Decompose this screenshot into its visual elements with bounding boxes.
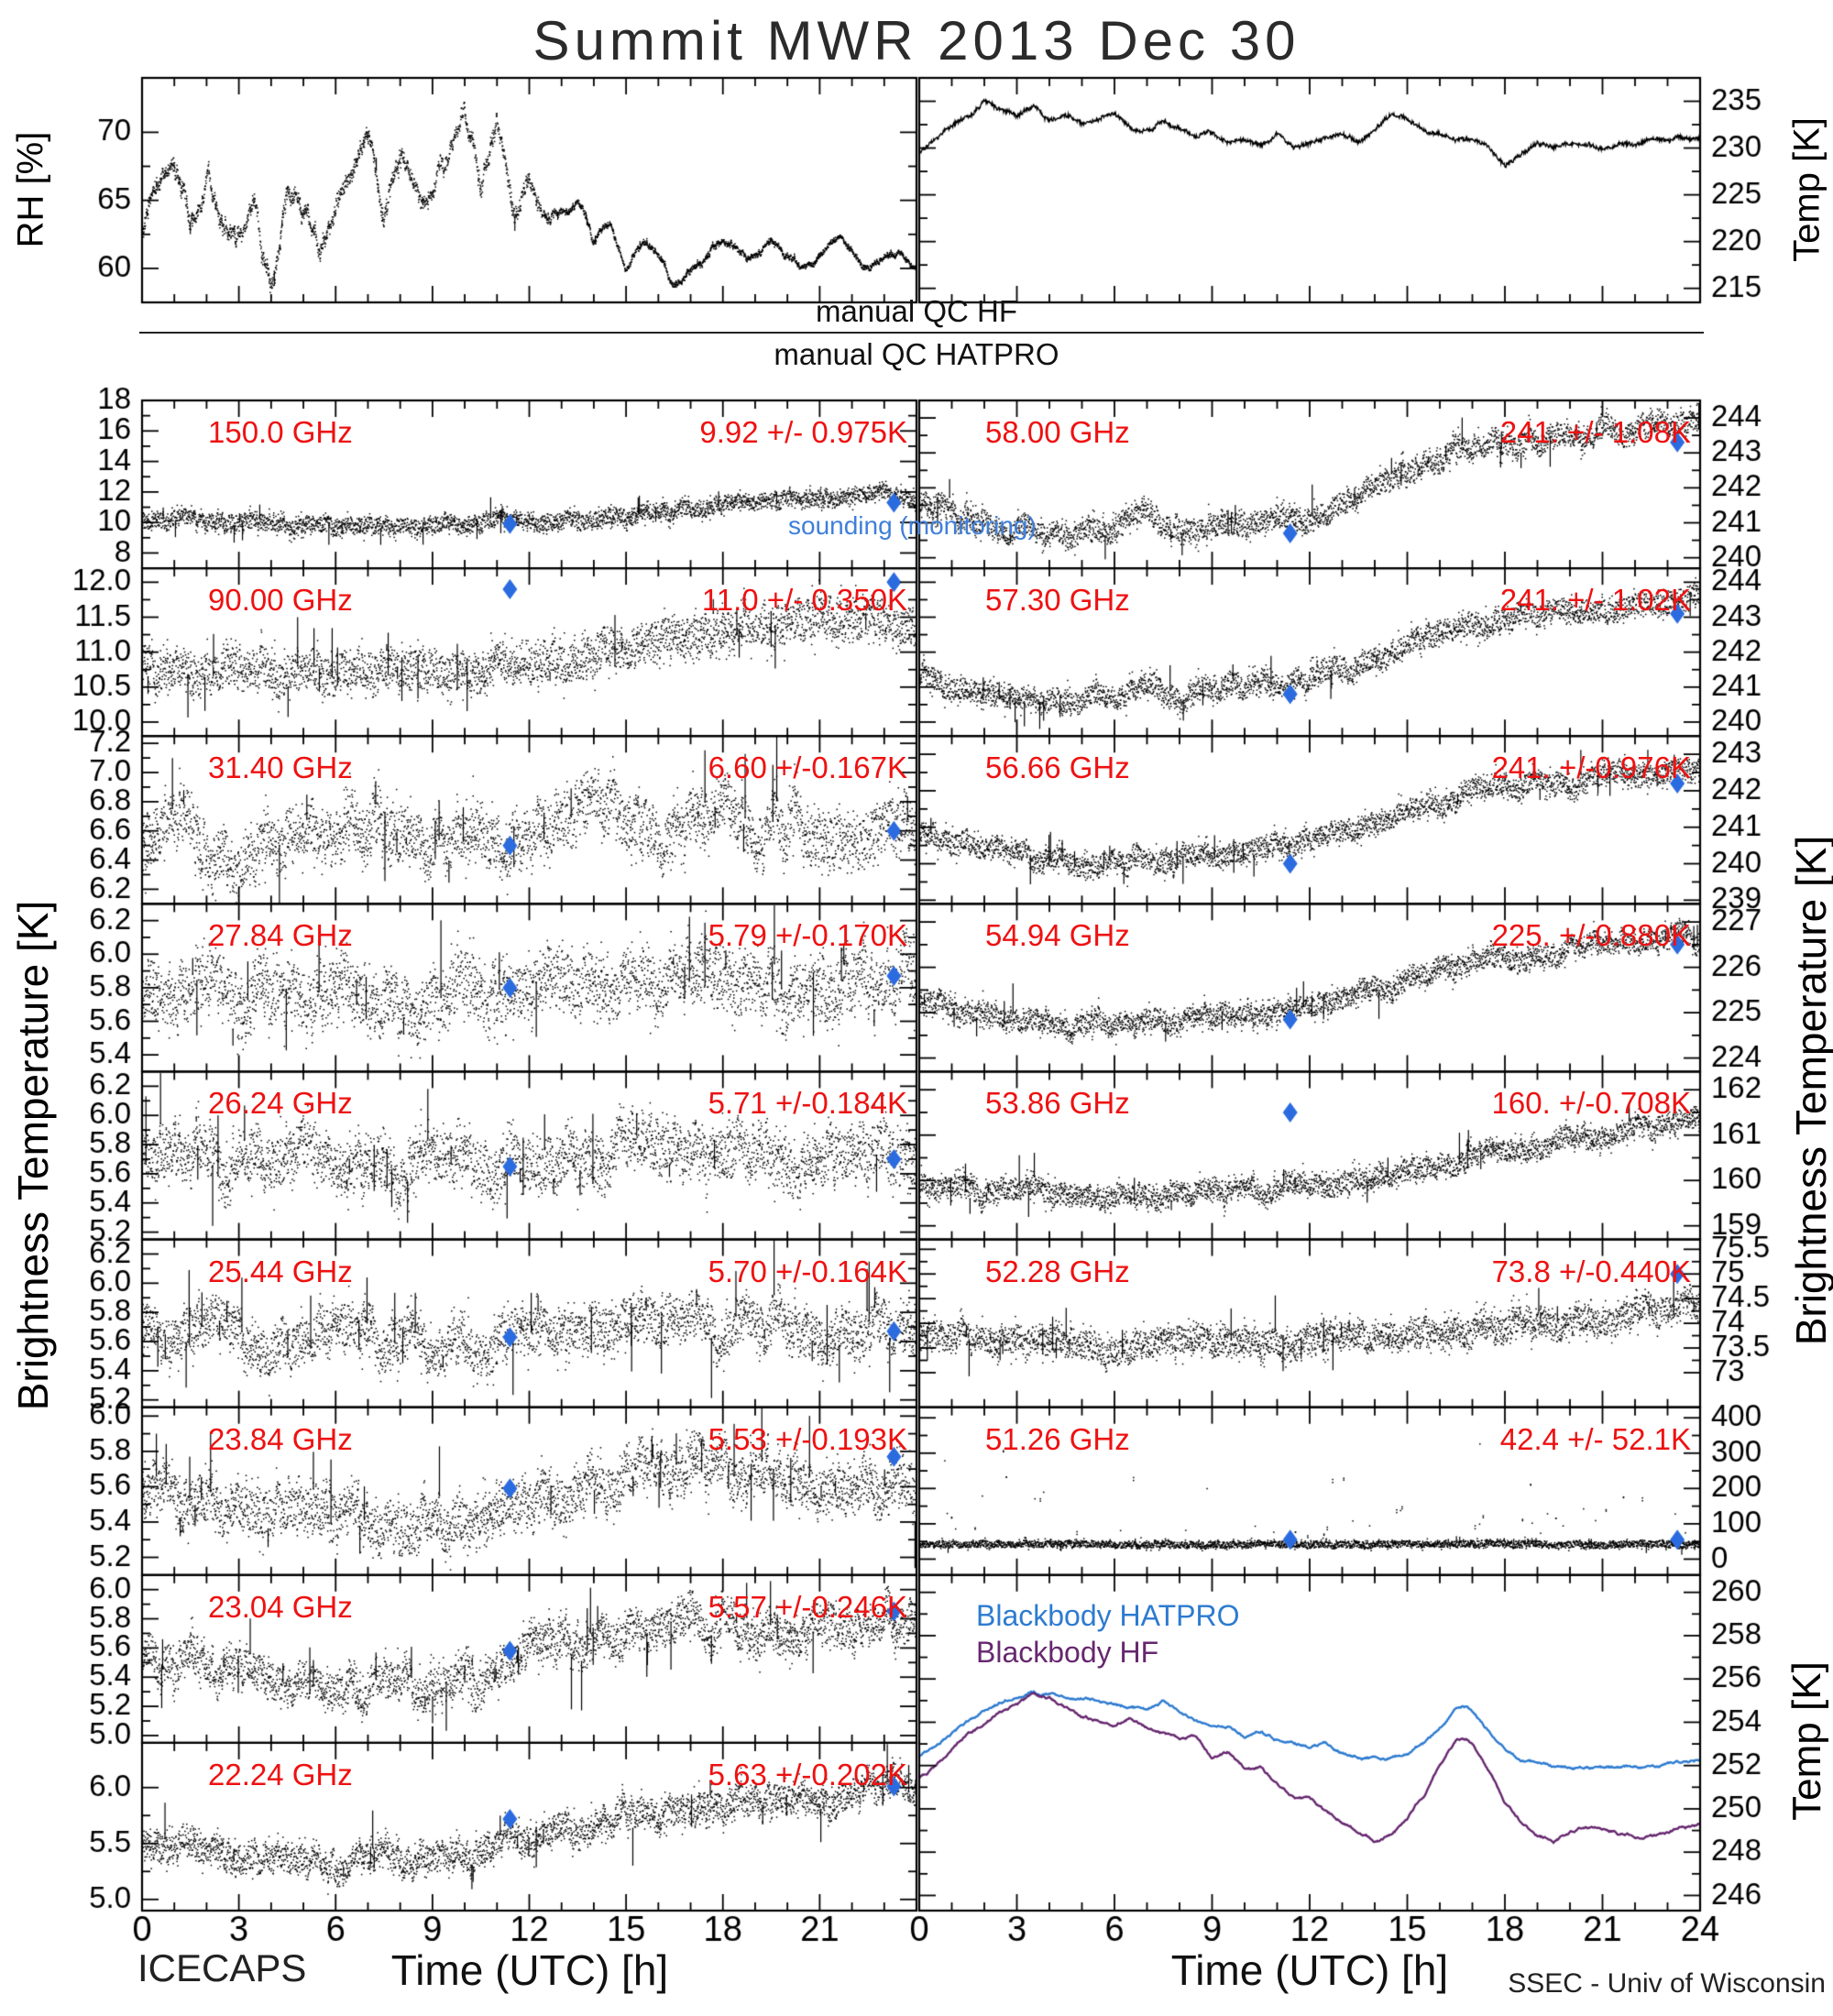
stats-label-f31: 6.60 +/-0.167K [708,751,907,785]
stats-label-f5666: 241. +/-0.976K [1491,751,1691,785]
legend-hatpro_blue: Blackbody HATPRO [976,1598,1240,1632]
stats-label-f2624: 5.71 +/-0.184K [708,1086,907,1121]
stats-label-f2784: 5.79 +/-0.170K [708,918,907,953]
stats-label-f2544: 5.70 +/-0.164K [708,1254,907,1288]
freq-label-f2384: 23.84 GHz [208,1421,353,1456]
stats-label-f2224: 5.63 +/-0.202K [708,1757,907,1791]
freq-label-f150: 150.0 GHz [208,415,353,449]
stats-label-f5494: 225. +/-0.880K [1491,918,1691,953]
stats-label-f58: 241. +/- 1.08K [1499,415,1691,449]
stats-label-f150: 9.92 +/- 0.975K [699,415,907,449]
stats-label-f5386: 160. +/-0.708K [1491,1086,1691,1121]
freq-label-f2224: 22.24 GHz [208,1757,353,1791]
stats-label-f2304: 5.57 +/-0.246K [708,1589,907,1624]
temp-axis-label: Temp [K] [1786,117,1828,262]
left-brightness-axis-label: Brightness Temperature [K] [9,900,57,1411]
legend-hf_purple: Blackbody HF [976,1635,1159,1669]
credit-label: SSEC - Univ of Wisconsin [1508,1968,1826,1999]
stats-label-f5228: 73.8 +/-0.440K [1491,1254,1691,1288]
project-label: ICECAPS [137,1946,307,1989]
rh-axis-label: RH [%] [10,131,51,248]
freq-label-f58: 58.00 GHz [985,415,1130,449]
freq-label-f31: 31.40 GHz [208,751,353,785]
stats-label-f573: 241. +/- 1.02K [1499,583,1691,618]
freq-label-f2544: 25.44 GHz [208,1254,353,1288]
qc-divider-line [139,332,1704,334]
qc-note-hf: manual QC HF [815,294,1018,328]
stats-label-f5126: 42.4 +/- 52.1K [1499,1421,1691,1456]
stats-label-f90: 11.0 +/- 0.350K [701,583,907,618]
blackbody-temp-axis-label: Temp [K] [1784,1661,1829,1821]
freq-label-f5494: 54.94 GHz [985,918,1130,953]
freq-label-f2624: 26.24 GHz [208,1086,353,1121]
page-title: Summit MWR 2013 Dec 30 [532,10,1301,71]
freq-label-f5126: 51.26 GHz [985,1421,1130,1456]
freq-label-f2784: 27.84 GHz [208,918,353,953]
freq-label-f5228: 52.28 GHz [985,1254,1130,1288]
right-brightness-axis-label: Brightness Temperature [K] [1787,835,1833,1346]
freq-label-f2304: 23.04 GHz [208,1589,353,1624]
freq-label-f573: 57.30 GHz [985,583,1130,618]
x-axis-title-right: Time (UTC) [h] [1170,1946,1449,1994]
qc-note-hatpro: manual QC HATPRO [774,337,1059,371]
freq-label-f90: 90.00 GHz [208,583,353,618]
sounding-note: sounding (monitoring) [788,511,1037,540]
freq-label-f5386: 53.86 GHz [985,1086,1130,1121]
x-axis-title-left: Time (UTC) [h] [390,1946,669,1994]
freq-label-f5666: 56.66 GHz [985,751,1130,785]
stats-label-f2384: 5.53 +/-0.193K [708,1421,907,1456]
